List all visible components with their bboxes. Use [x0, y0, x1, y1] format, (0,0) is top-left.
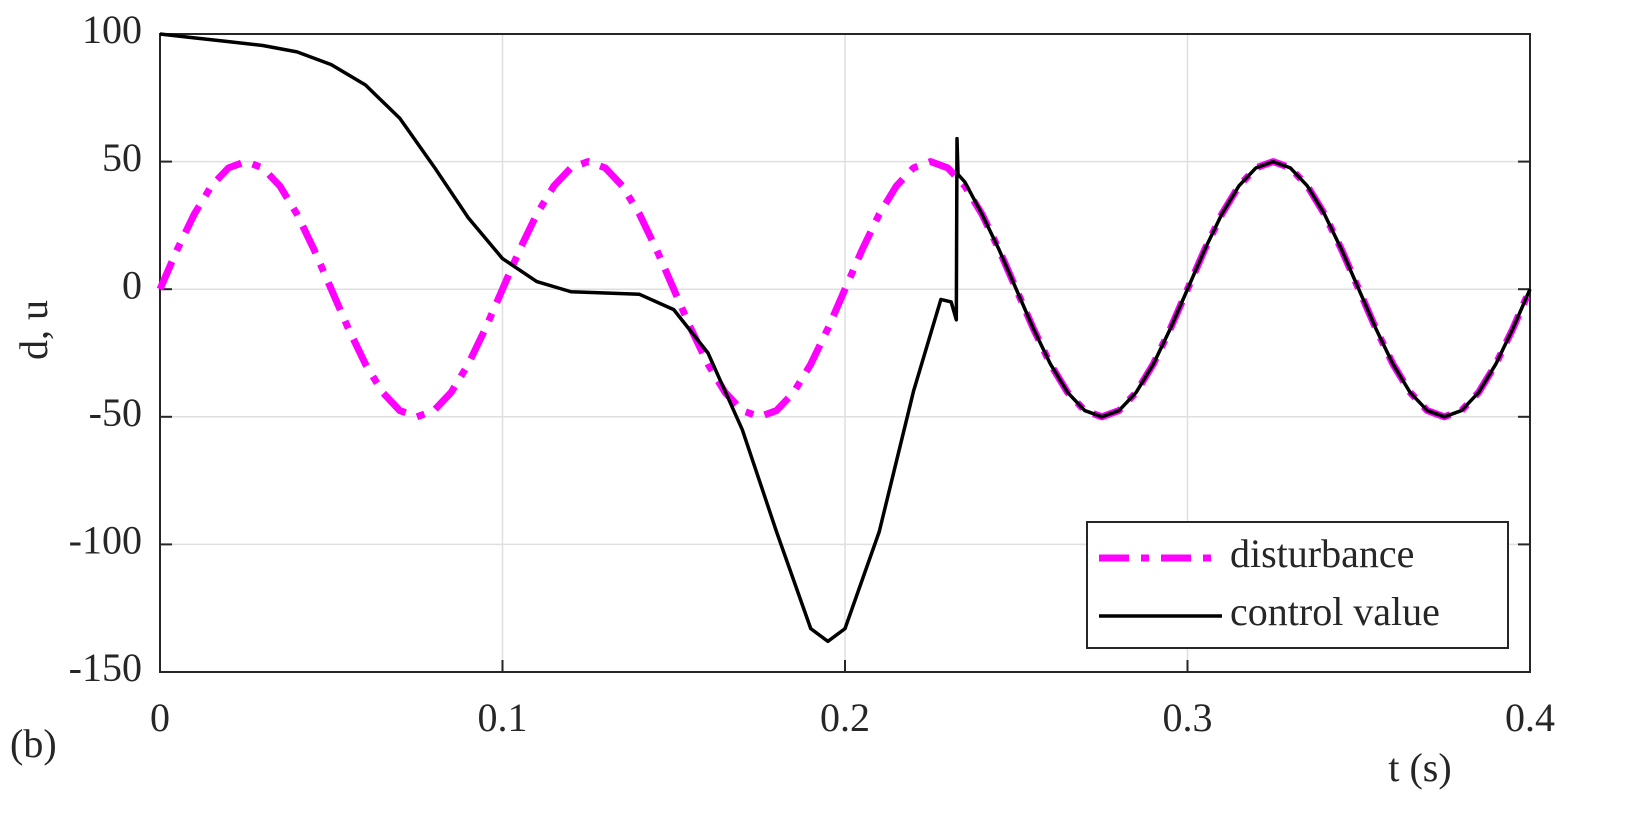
y-axis-label: d, u: [11, 300, 56, 360]
y-tick-label: 50: [102, 135, 142, 180]
y-tick-label: 100: [82, 7, 142, 52]
x-axis-label: t (s): [1388, 745, 1451, 790]
panel-label: (b): [10, 721, 57, 766]
y-tick-label: -100: [69, 518, 142, 563]
y-tick-label: 0: [122, 262, 142, 307]
x-tick-label: 0.1: [478, 695, 528, 740]
x-tick-label: 0.4: [1505, 695, 1555, 740]
x-tick-label: 0: [150, 695, 170, 740]
legend-label: disturbance: [1230, 531, 1414, 576]
axes-box: [159, 33, 1531, 673]
data-line: [159, 32, 1532, 644]
legend-box: [1086, 521, 1509, 649]
legend-label: control value: [1230, 589, 1440, 634]
y-tick-label: -50: [89, 390, 142, 435]
y-tick-label: -150: [69, 645, 142, 690]
x-tick-label: 0.3: [1163, 695, 1213, 740]
data-line: [156, 158, 1534, 421]
x-tick-label: 0.2: [820, 695, 870, 740]
